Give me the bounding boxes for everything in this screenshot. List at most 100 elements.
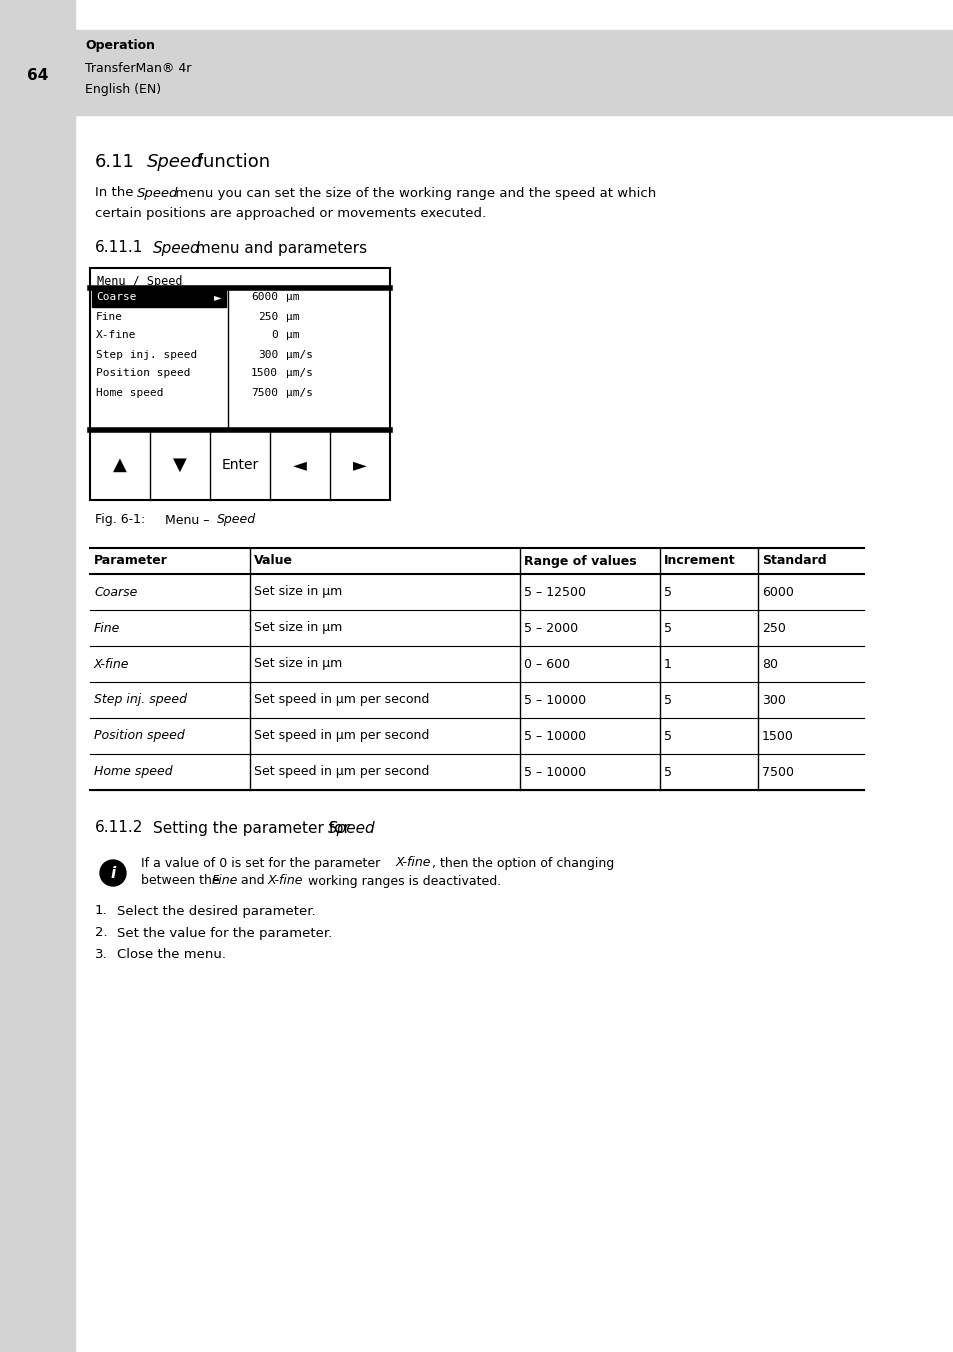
Text: 64: 64: [27, 68, 49, 82]
Text: 3.: 3.: [95, 949, 108, 961]
Text: Set speed in μm per second: Set speed in μm per second: [253, 694, 429, 707]
Text: Set speed in μm per second: Set speed in μm per second: [253, 730, 429, 742]
Text: 5 – 2000: 5 – 2000: [523, 622, 578, 634]
Text: ◄: ◄: [293, 456, 307, 475]
Text: 5: 5: [663, 765, 671, 779]
Text: menu and parameters: menu and parameters: [191, 241, 367, 256]
Text: Setting the parameter for: Setting the parameter for: [152, 821, 355, 836]
Text: 7500: 7500: [761, 765, 793, 779]
Bar: [0, 0, 75, 1352]
Text: 5: 5: [663, 730, 671, 742]
Text: Speed: Speed: [152, 241, 200, 256]
Text: ▼: ▼: [172, 456, 187, 475]
Text: Fine: Fine: [96, 311, 123, 322]
Text: menu you can set the size of the working range and the speed at which: menu you can set the size of the working…: [171, 187, 656, 200]
Text: Fine: Fine: [212, 875, 238, 887]
Text: X-fine: X-fine: [96, 330, 136, 341]
Text: Coarse: Coarse: [94, 585, 137, 599]
Text: Close the menu.: Close the menu.: [117, 949, 226, 961]
Text: Speed: Speed: [137, 187, 178, 200]
Text: Enter: Enter: [221, 458, 258, 472]
Text: Value: Value: [253, 554, 293, 568]
Text: Home speed: Home speed: [94, 765, 172, 779]
Text: Speed: Speed: [216, 514, 255, 526]
Text: i: i: [111, 865, 115, 880]
Text: certain positions are approached or movements executed.: certain positions are approached or move…: [95, 207, 486, 219]
Text: 5 – 10000: 5 – 10000: [523, 730, 585, 742]
Text: μm/s: μm/s: [286, 350, 313, 360]
Circle shape: [100, 860, 126, 886]
Text: Step inj. speed: Step inj. speed: [96, 350, 197, 360]
Text: 5: 5: [663, 622, 671, 634]
Text: English (EN): English (EN): [85, 84, 161, 96]
Text: Position speed: Position speed: [94, 730, 185, 742]
Text: 0 – 600: 0 – 600: [523, 657, 570, 671]
Text: 300: 300: [257, 350, 277, 360]
Text: 5: 5: [663, 585, 671, 599]
Text: and: and: [236, 875, 269, 887]
Text: 6.11.2: 6.11.2: [95, 821, 143, 836]
Text: 5: 5: [663, 694, 671, 707]
Text: ►: ►: [214, 292, 221, 303]
Bar: [90, 268, 390, 500]
Text: Set speed in μm per second: Set speed in μm per second: [253, 765, 429, 779]
Text: Set size in μm: Set size in μm: [253, 585, 342, 599]
Text: μm/s: μm/s: [286, 388, 313, 397]
Text: 1500: 1500: [251, 369, 277, 379]
Text: Increment: Increment: [663, 554, 735, 568]
Text: 250: 250: [257, 311, 277, 322]
Text: X-fine: X-fine: [268, 875, 303, 887]
Text: Menu –: Menu –: [165, 514, 213, 526]
Text: 5 – 12500: 5 – 12500: [523, 585, 585, 599]
Text: X-fine: X-fine: [94, 657, 130, 671]
Text: TransferMan® 4r: TransferMan® 4r: [85, 61, 192, 74]
Text: 1: 1: [663, 657, 671, 671]
Text: 250: 250: [761, 622, 785, 634]
Text: 80: 80: [761, 657, 778, 671]
Text: Standard: Standard: [761, 554, 825, 568]
Text: Set the value for the parameter.: Set the value for the parameter.: [117, 926, 332, 940]
Text: Set size in μm: Set size in μm: [253, 657, 342, 671]
Text: Home speed: Home speed: [96, 388, 163, 397]
Text: In the: In the: [95, 187, 137, 200]
Text: Parameter: Parameter: [94, 554, 168, 568]
Text: μm: μm: [286, 330, 299, 341]
Text: working ranges is deactivated.: working ranges is deactivated.: [304, 875, 500, 887]
Text: 7500: 7500: [251, 388, 277, 397]
Text: 5 – 10000: 5 – 10000: [523, 694, 585, 707]
Text: , then the option of changing: , then the option of changing: [432, 857, 614, 869]
Text: Operation: Operation: [85, 38, 154, 51]
Text: μm: μm: [286, 292, 299, 303]
Text: Coarse: Coarse: [96, 292, 136, 303]
Text: Select the desired parameter.: Select the desired parameter.: [117, 904, 315, 918]
Bar: [75, 30, 953, 115]
Text: 0: 0: [271, 330, 277, 341]
Text: 1.: 1.: [95, 904, 108, 918]
Text: ▲: ▲: [113, 456, 127, 475]
Text: μm/s: μm/s: [286, 369, 313, 379]
Text: Menu / Speed: Menu / Speed: [97, 274, 182, 288]
Text: 6.11: 6.11: [95, 153, 134, 170]
Text: between the: between the: [141, 875, 223, 887]
Text: 6000: 6000: [251, 292, 277, 303]
Text: 300: 300: [761, 694, 785, 707]
Text: Fig. 6-1:: Fig. 6-1:: [95, 514, 145, 526]
Text: μm: μm: [286, 311, 299, 322]
Text: Fine: Fine: [94, 622, 120, 634]
Text: Speed: Speed: [328, 821, 375, 836]
Text: If a value of 0 is set for the parameter: If a value of 0 is set for the parameter: [141, 857, 384, 869]
Text: 5 – 10000: 5 – 10000: [523, 765, 585, 779]
Text: Step inj. speed: Step inj. speed: [94, 694, 187, 707]
Text: function: function: [191, 153, 270, 170]
Text: Speed: Speed: [147, 153, 203, 170]
Text: 6.11.1: 6.11.1: [95, 241, 143, 256]
Text: 1500: 1500: [761, 730, 793, 742]
Text: Position speed: Position speed: [96, 369, 191, 379]
Text: ►: ►: [353, 456, 367, 475]
Text: X-fine: X-fine: [395, 857, 431, 869]
Text: 2.: 2.: [95, 926, 108, 940]
Bar: [91, 288, 226, 307]
Text: 6000: 6000: [761, 585, 793, 599]
Text: Range of values: Range of values: [523, 554, 636, 568]
Text: Set size in μm: Set size in μm: [253, 622, 342, 634]
